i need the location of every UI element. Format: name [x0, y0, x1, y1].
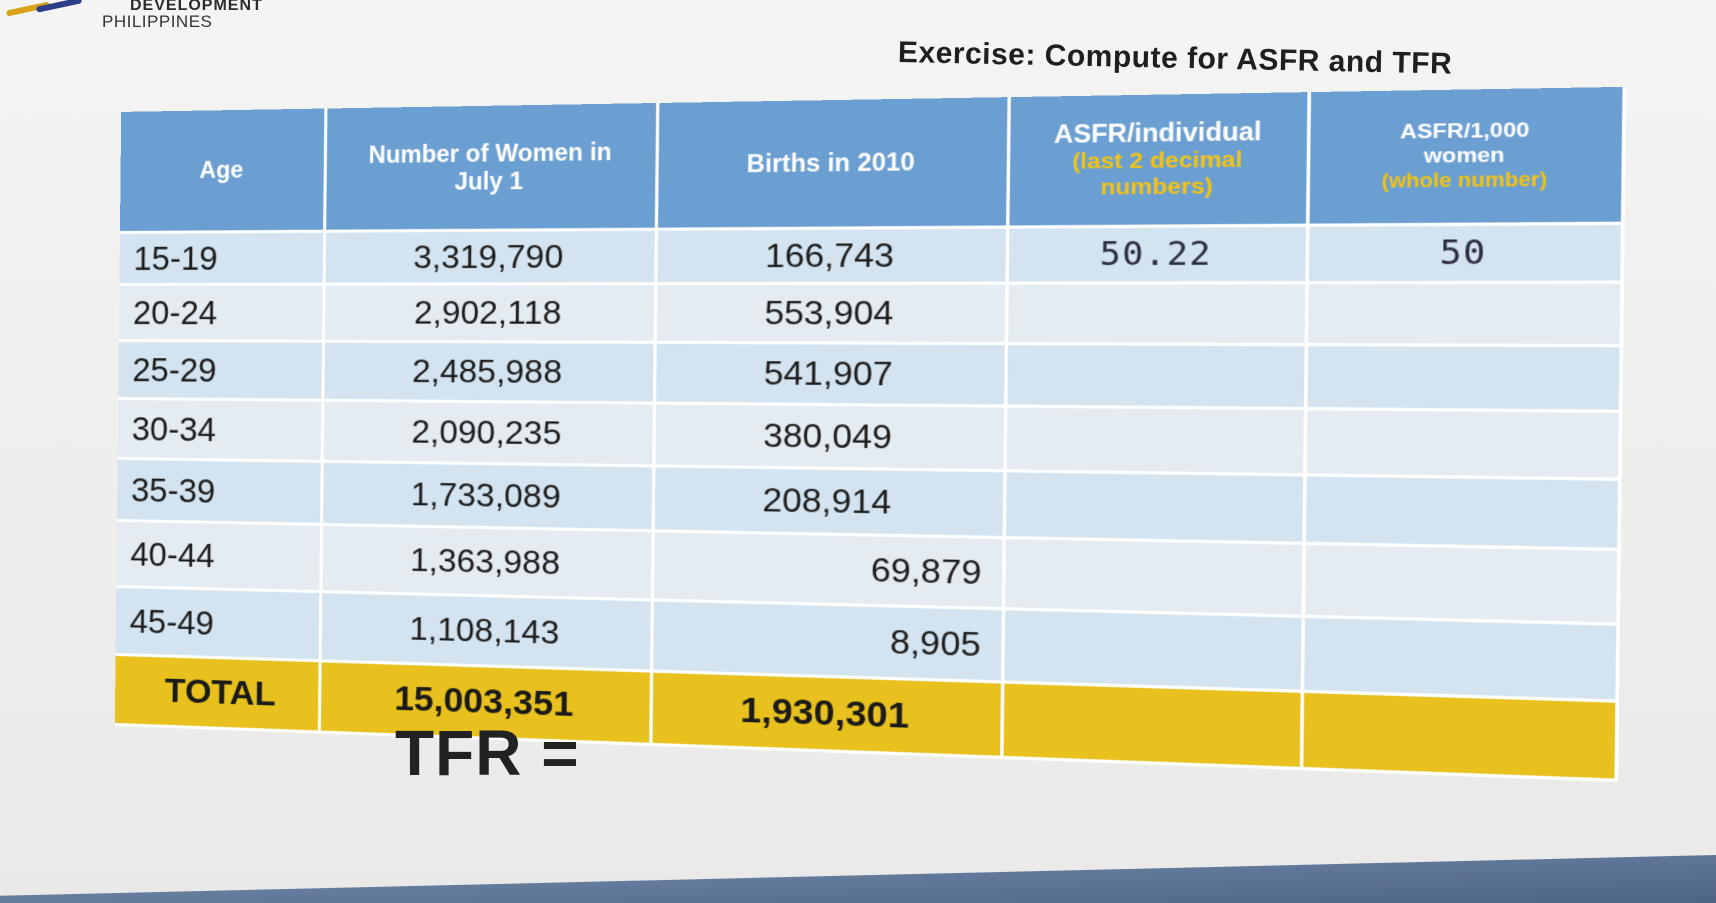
org-country: PHILIPPINES: [102, 12, 212, 32]
col-header-note: (last 2 decimal numbers): [1040, 146, 1276, 201]
asfr-individual-cell[interactable]: 50.22: [1009, 227, 1310, 285]
asfr-1000-cell[interactable]: [1305, 545, 1621, 626]
col-header-asfr-1000: ASFR/1,000 women (whole number): [1310, 87, 1627, 227]
asfr-1000-cell[interactable]: 50: [1309, 225, 1625, 284]
col-header-label: ASFR/1,000 women: [1366, 119, 1564, 170]
col-header-women: Number of Women in July 1: [326, 103, 659, 233]
col-header-note: (whole number): [1381, 168, 1547, 193]
women-cell: 2,090,235: [324, 402, 656, 468]
women-cell: 1,733,089: [323, 463, 655, 533]
asfr-1000-cell[interactable]: [1306, 477, 1622, 552]
asfr-individual-cell[interactable]: [1007, 408, 1308, 477]
total-asfr-1000[interactable]: [1303, 693, 1619, 782]
births-cell: 553,904: [657, 285, 1009, 345]
col-header-age: Age: [120, 108, 328, 233]
col-header-asfr-individual: ASFR/individual (last 2 decimal numbers): [1009, 92, 1311, 229]
age-cell: 40-44: [116, 522, 323, 593]
col-header-births: Births in 2010: [658, 97, 1011, 231]
asfr-individual-cell[interactable]: [1006, 472, 1307, 545]
footer-bar: [0, 855, 1716, 903]
asfr-individual-cell[interactable]: [1008, 284, 1309, 346]
total-asfr-individual[interactable]: [1004, 684, 1305, 771]
asfr-individual-cell[interactable]: [1004, 610, 1305, 693]
women-cell: 1,363,988: [322, 526, 654, 602]
asfr-1000-cell[interactable]: [1307, 346, 1623, 413]
age-cell: 35-39: [117, 460, 324, 526]
col-header-label: Births in 2010: [747, 148, 916, 178]
total-births: 1,930,301: [652, 673, 1004, 759]
women-cell: 2,902,118: [325, 285, 657, 344]
asfr-table: Age Number of Women in July 1 Births in …: [115, 82, 1716, 801]
births-cell: 69,879: [654, 532, 1006, 610]
women-cell: 2,485,988: [324, 343, 656, 405]
women-cell: 1,108,143: [322, 593, 654, 673]
table-grid: Age Number of Women in July 1 Births in …: [115, 87, 1626, 782]
births-cell: 8,905: [653, 602, 1005, 684]
age-cell: 15-19: [119, 233, 326, 286]
asfr-individual-cell[interactable]: [1005, 539, 1306, 618]
age-cell: 20-24: [119, 286, 326, 343]
age-cell: 25-29: [118, 342, 325, 402]
births-cell: 541,907: [656, 344, 1008, 408]
asfr-1000-cell[interactable]: [1308, 284, 1624, 347]
women-cell: 3,319,790: [326, 231, 658, 286]
births-cell: 208,914: [655, 467, 1007, 539]
age-cell: 30-34: [118, 400, 325, 463]
asfr-1000-cell[interactable]: [1307, 410, 1623, 481]
page-title: Exercise: Compute for ASFR and TFR: [898, 36, 1453, 82]
births-cell: 380,049: [655, 405, 1007, 473]
births-cell: 166,743: [657, 229, 1009, 286]
col-header-label: Number of Women in July 1: [358, 138, 622, 196]
tfr-label: TFR =: [395, 716, 580, 790]
col-header-label: ASFR/individual: [1054, 117, 1262, 149]
asfr-1000-cell[interactable]: [1304, 618, 1620, 703]
total-label: TOTAL: [115, 656, 322, 734]
col-header-label: Age: [199, 157, 243, 184]
age-cell: 45-49: [116, 588, 323, 662]
asfr-individual-cell[interactable]: [1007, 345, 1308, 410]
